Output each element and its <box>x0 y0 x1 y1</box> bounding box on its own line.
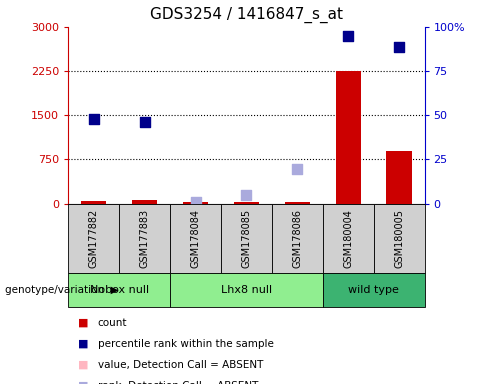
Bar <box>183 202 208 204</box>
Bar <box>234 202 259 204</box>
Bar <box>386 151 412 204</box>
Bar <box>272 204 323 273</box>
Point <box>141 119 148 125</box>
Point <box>90 116 98 122</box>
Bar <box>323 273 425 307</box>
Text: Nobox null: Nobox null <box>90 285 149 295</box>
Text: ■: ■ <box>78 360 89 370</box>
Text: count: count <box>98 318 127 328</box>
Bar <box>374 204 425 273</box>
Point <box>293 166 301 172</box>
Text: Lhx8 null: Lhx8 null <box>221 285 272 295</box>
Bar <box>81 200 106 204</box>
Text: value, Detection Call = ABSENT: value, Detection Call = ABSENT <box>98 360 263 370</box>
Bar <box>336 71 361 204</box>
Text: GSM177882: GSM177882 <box>89 209 99 268</box>
Text: ■: ■ <box>78 318 89 328</box>
Text: GSM177883: GSM177883 <box>140 209 150 268</box>
Text: GSM180005: GSM180005 <box>394 209 404 268</box>
Text: genotype/variation  ▶: genotype/variation ▶ <box>5 285 119 295</box>
Point <box>243 192 250 199</box>
Bar <box>132 200 157 204</box>
Text: GSM178086: GSM178086 <box>292 209 303 268</box>
Bar <box>170 273 323 307</box>
Text: GSM178084: GSM178084 <box>190 209 201 268</box>
Bar <box>170 204 221 273</box>
Text: GSM178085: GSM178085 <box>242 209 251 268</box>
Point <box>395 45 403 51</box>
Bar <box>68 273 170 307</box>
Point <box>345 33 352 39</box>
Bar <box>119 204 170 273</box>
Bar <box>221 204 272 273</box>
Text: ■: ■ <box>78 381 89 384</box>
Point <box>192 199 200 205</box>
Bar <box>68 204 119 273</box>
Text: rank, Detection Call = ABSENT: rank, Detection Call = ABSENT <box>98 381 258 384</box>
Text: wild type: wild type <box>348 285 399 295</box>
Title: GDS3254 / 1416847_s_at: GDS3254 / 1416847_s_at <box>150 7 343 23</box>
Bar <box>323 204 374 273</box>
Text: GSM180004: GSM180004 <box>343 209 353 268</box>
Text: percentile rank within the sample: percentile rank within the sample <box>98 339 273 349</box>
Text: ■: ■ <box>78 339 89 349</box>
Bar <box>285 202 310 204</box>
